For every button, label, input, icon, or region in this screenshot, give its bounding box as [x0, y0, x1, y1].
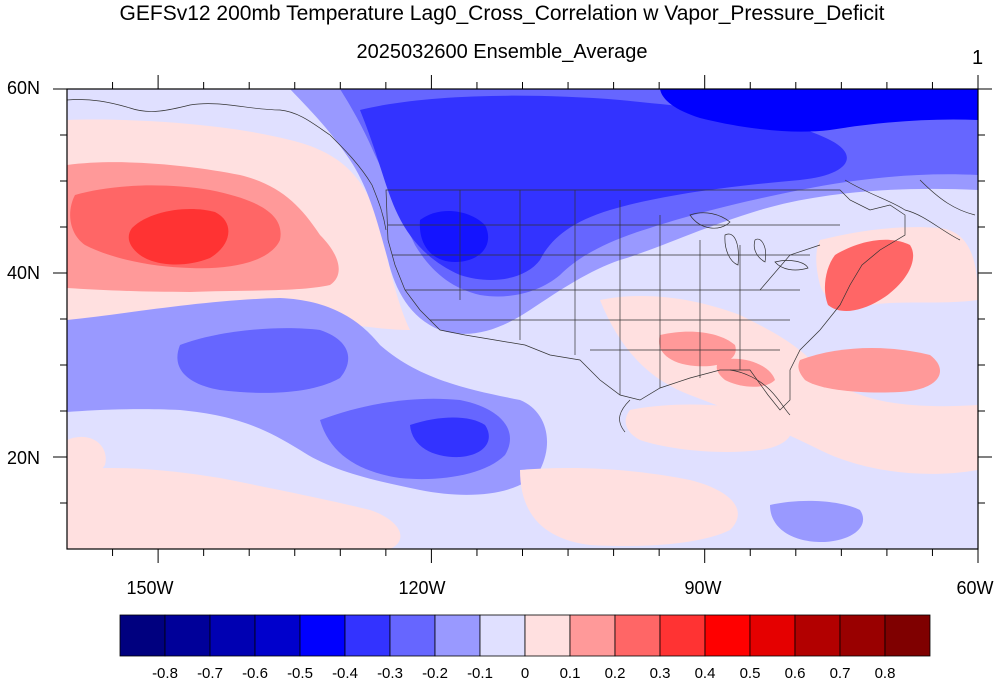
colorbar-swatch	[839, 614, 886, 657]
lon-label-90w: 90W	[684, 578, 722, 598]
contour-field	[67, 89, 978, 549]
colorbar-label: 0.2	[604, 665, 626, 682]
positive-region-pacific	[67, 119, 410, 331]
lat-label-60n: 60N	[6, 78, 40, 98]
colorbar-swatch	[884, 614, 931, 657]
florida-gulf-coast	[619, 369, 791, 433]
colorbar-swatch	[659, 614, 706, 657]
colorbar-label: -0.2	[422, 665, 448, 682]
lat-label-40n: 40N	[6, 263, 40, 283]
chart-title: GEFSv12 200mb Temperature Lag0_Cross_Cor…	[119, 2, 885, 25]
colorbar-swatch	[524, 614, 571, 657]
colorbar-swatch	[794, 614, 841, 657]
colorbar-label: -0.7	[197, 665, 223, 682]
colorbar-swatch	[614, 614, 661, 657]
chart-subtitle: 2025032600 Ensemble_Average	[356, 41, 648, 63]
lat-label-20n: 20N	[6, 448, 40, 468]
political-boundaries	[385, 189, 906, 411]
colorbar-label: -0.8	[152, 665, 178, 682]
lon-label-120w: 120W	[398, 578, 446, 598]
lon-label-60w: 60W	[956, 578, 994, 598]
colorbar-label: 0.1	[559, 665, 581, 682]
colorbar-swatch	[389, 614, 436, 657]
colorbar-swatch	[254, 614, 301, 657]
colorbar-swatch	[704, 614, 751, 657]
colorbar-swatch	[344, 614, 391, 657]
colorbar-swatch	[749, 614, 796, 657]
colorbar-swatch	[434, 614, 481, 657]
colorbar-label: -0.3	[377, 665, 403, 682]
colorbar-label: 0.7	[829, 665, 851, 682]
colorbar-label: 0.6	[784, 665, 806, 682]
great-lakes	[689, 212, 809, 271]
colorbar-label: -0.4	[332, 665, 358, 682]
colorbar-swatch	[569, 614, 616, 657]
colorbar-swatch	[299, 614, 346, 657]
colorbar-label: -0.6	[242, 665, 268, 682]
negative-region-subtropics	[67, 298, 864, 543]
colorbar-swatch	[209, 614, 256, 657]
canada-coastline	[67, 99, 976, 241]
colorbar-swatch	[164, 614, 211, 657]
colorbar-label: 0.5	[739, 665, 761, 682]
axis-ticks	[53, 75, 992, 563]
colorbar-label: 0.8	[874, 665, 896, 682]
colorbar-swatch	[119, 614, 166, 657]
colorbar-label: 0	[520, 665, 530, 682]
colorbar-swatch	[479, 614, 526, 657]
positive-region-tropics	[67, 404, 792, 549]
panel-number: 1	[972, 47, 984, 69]
colorbar-label: -0.1	[467, 665, 493, 682]
colorbar	[119, 614, 931, 657]
colorbar-label: -0.5	[287, 665, 313, 682]
lon-label-150w: 150W	[126, 578, 174, 598]
negative-region-north	[290, 89, 978, 334]
colorbar-label: 0.4	[694, 665, 716, 682]
colorbar-label: 0.3	[649, 665, 671, 682]
